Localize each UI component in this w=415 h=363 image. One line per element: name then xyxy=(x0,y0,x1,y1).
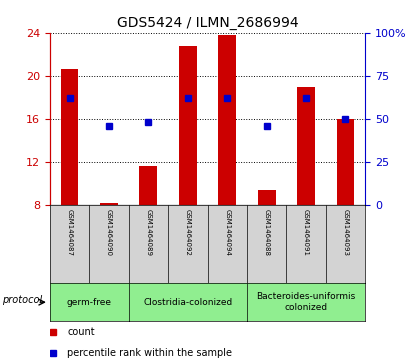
Text: GSM1464090: GSM1464090 xyxy=(106,209,112,256)
Bar xyxy=(297,86,315,205)
Bar xyxy=(61,69,78,205)
Text: GSM1464094: GSM1464094 xyxy=(224,209,230,256)
Text: germ-free: germ-free xyxy=(67,298,112,307)
Bar xyxy=(258,190,276,205)
Title: GDS5424 / ILMN_2686994: GDS5424 / ILMN_2686994 xyxy=(117,16,298,30)
Bar xyxy=(337,119,354,205)
Bar xyxy=(179,46,197,205)
Bar xyxy=(218,35,236,205)
Bar xyxy=(139,166,157,205)
Text: GSM1464087: GSM1464087 xyxy=(66,209,73,256)
Text: protocol: protocol xyxy=(2,295,43,305)
Text: GSM1464093: GSM1464093 xyxy=(342,209,349,256)
Bar xyxy=(100,203,118,205)
Text: GSM1464089: GSM1464089 xyxy=(145,209,151,256)
Text: GSM1464092: GSM1464092 xyxy=(185,209,191,256)
Text: GSM1464091: GSM1464091 xyxy=(303,209,309,256)
Text: percentile rank within the sample: percentile rank within the sample xyxy=(67,347,232,358)
Text: count: count xyxy=(67,327,95,337)
Text: GSM1464088: GSM1464088 xyxy=(264,209,270,256)
Text: Clostridia-colonized: Clostridia-colonized xyxy=(143,298,232,307)
Text: Bacteroides-uniformis
colonized: Bacteroides-uniformis colonized xyxy=(256,293,356,312)
